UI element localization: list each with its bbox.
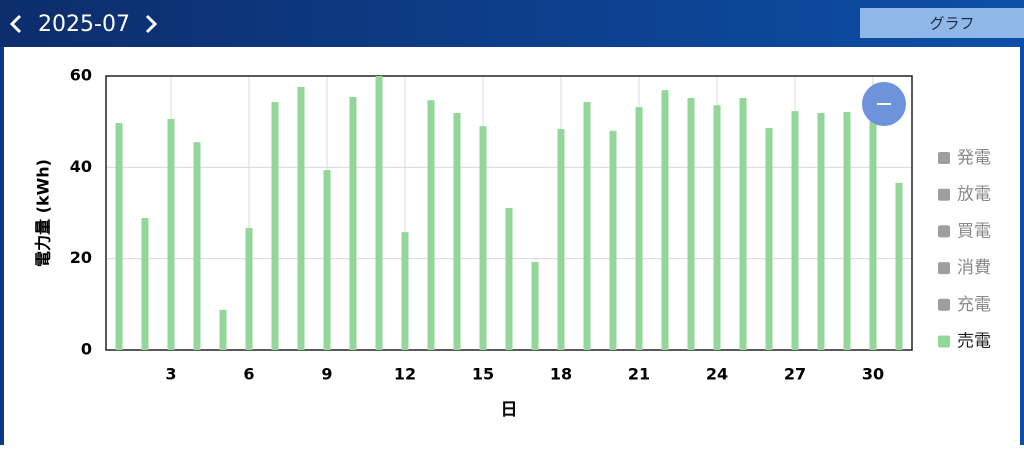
right-border (1020, 47, 1024, 445)
x-tick-label: 9 (321, 365, 332, 384)
bar (661, 90, 669, 350)
x-tick-label: 30 (862, 365, 884, 384)
legend-swatch[interactable] (938, 262, 950, 275)
bar (843, 112, 851, 351)
bar (739, 97, 747, 350)
bar (713, 105, 721, 350)
bar (479, 126, 487, 350)
bar (323, 170, 331, 350)
x-tick-label: 18 (550, 365, 572, 384)
bar (687, 97, 695, 350)
bar (271, 102, 279, 350)
x-tick-label: 6 (243, 365, 254, 384)
header-bar (0, 0, 1024, 47)
y-tick-label: 40 (70, 157, 92, 176)
y-axis-label: 電力量 (kWh) (34, 159, 53, 267)
legend-label[interactable]: 買電 (957, 221, 991, 241)
legend-label[interactable]: 売電 (957, 332, 991, 352)
bar (895, 182, 903, 350)
y-tick-label: 60 (70, 66, 92, 85)
bar (401, 232, 409, 350)
bar (193, 142, 201, 350)
x-tick-label: 27 (784, 365, 806, 384)
x-tick-label: 21 (628, 365, 650, 384)
bar (869, 121, 877, 351)
bar (141, 218, 149, 350)
bar (115, 123, 123, 350)
bar (167, 118, 175, 350)
x-tick-label: 15 (472, 365, 494, 384)
x-tick-label: 12 (394, 365, 416, 384)
bar (297, 86, 305, 351)
x-axis-label: 日 (501, 400, 518, 420)
bar (505, 207, 513, 350)
bar (427, 100, 435, 350)
bar (531, 261, 539, 350)
legend-label[interactable]: 発電 (957, 148, 991, 168)
bar (583, 102, 591, 350)
legend-label[interactable]: 充電 (957, 295, 991, 315)
left-border (0, 47, 4, 445)
bar (765, 128, 773, 350)
bar (375, 76, 383, 350)
legend-swatch[interactable] (938, 225, 950, 238)
legend-label[interactable]: 消費 (957, 258, 991, 278)
view-button[interactable] (860, 8, 1024, 38)
next-month[interactable] (145, 14, 158, 34)
bar (219, 309, 227, 350)
bar (791, 111, 799, 350)
bar (349, 97, 357, 350)
x-tick-label: 24 (706, 365, 728, 384)
bar (817, 112, 825, 351)
legend-label[interactable]: 放電 (957, 185, 991, 205)
legend-swatch[interactable] (938, 188, 950, 201)
x-tick-label: 3 (165, 365, 176, 384)
y-tick-label: 20 (70, 248, 92, 267)
bar (635, 107, 643, 350)
y-tick-label: 0 (81, 340, 92, 359)
legend-swatch[interactable] (938, 335, 950, 348)
bar (557, 128, 565, 350)
bar (609, 130, 617, 350)
month-label: 2025-07 (38, 12, 130, 37)
legend-swatch[interactable] (938, 152, 950, 164)
bar (245, 228, 253, 350)
view-button-label: グラフ (929, 15, 974, 33)
prev-month[interactable] (9, 14, 22, 34)
bar (453, 112, 461, 351)
legend-swatch[interactable] (938, 298, 950, 311)
